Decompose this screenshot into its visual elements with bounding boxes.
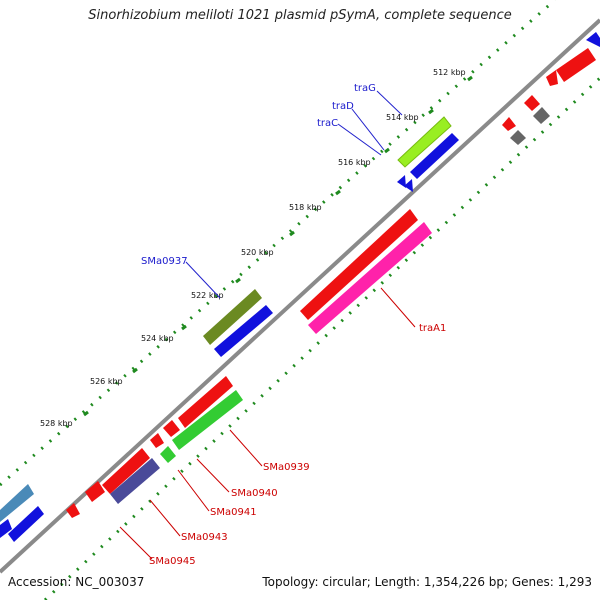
gene-feature-sma0938[interactable]: [214, 305, 273, 357]
gene-feature-red-b[interactable]: [163, 420, 180, 437]
tick-label: 528 kbp: [40, 419, 73, 428]
tick-label: 522 kbp: [191, 291, 224, 300]
map-title: Sinorhizobium meliloti 1021 plasmid pSym…: [88, 8, 512, 23]
gene-label-sma0939[interactable]: SMa0939: [263, 462, 310, 473]
gene-feature-tra-c2[interactable]: [404, 179, 413, 192]
gene-feature-steel[interactable]: [0, 484, 34, 522]
gene-feature-red-d[interactable]: [102, 448, 150, 494]
gene-label-tra-c[interactable]: traC: [317, 118, 338, 129]
gene-label-sma0941[interactable]: SMa0941: [210, 507, 257, 518]
inner-ruler: [43, 76, 600, 600]
gene-feature-red-a[interactable]: [178, 376, 233, 428]
gene-feature-red-c[interactable]: [150, 433, 164, 448]
gene-feature-tra-a1-red[interactable]: [300, 209, 418, 320]
tick-label: 512 kbp: [433, 68, 466, 77]
gene-feature-tra-g[interactable]: [397, 116, 452, 168]
genome-backbone: [0, 18, 600, 574]
gene-feature-blue-left[interactable]: [8, 506, 44, 542]
gene-label-sma0943[interactable]: SMa0943: [181, 532, 228, 543]
tick-label: 514 kbp: [386, 113, 419, 122]
upper-label-leaders: [185, 90, 403, 299]
gene-feature-blue-tr[interactable]: [586, 32, 600, 47]
gene-feature-sma0937[interactable]: [203, 289, 262, 345]
tick-label: 518 kbp: [289, 203, 322, 212]
gene-label-tra-d[interactable]: traD: [332, 101, 354, 112]
tick-label: 520 kbp: [241, 248, 274, 257]
tick-label: 524 kbp: [141, 334, 174, 343]
gene-feature-green-b[interactable]: [160, 446, 176, 463]
gene-feature-red-tr2[interactable]: [546, 70, 558, 86]
tick-label: 516 kbp: [338, 158, 371, 167]
gene-feature-red-f[interactable]: [66, 503, 80, 518]
gene-label-tra-a1[interactable]: traA1: [419, 323, 446, 334]
gene-feature-slate[interactable]: [110, 458, 160, 504]
gene-label-sma0937[interactable]: SMa0937: [141, 256, 188, 267]
gene-feature-green-a[interactable]: [172, 390, 243, 450]
major-ticks: [83, 75, 473, 417]
accession-label: Accession: NC_003037: [8, 575, 145, 589]
gene-feature-blue-edge[interactable]: [0, 519, 12, 538]
gene-feature-red-e[interactable]: [85, 481, 105, 502]
gene-feature-red-tr4[interactable]: [502, 117, 516, 131]
gene-feature-tra-c[interactable]: [397, 175, 406, 188]
gene-feature-tra-d[interactable]: [410, 133, 459, 179]
gene-label-sma0945[interactable]: SMa0945: [149, 556, 196, 567]
tick-label: 526 kbp: [90, 377, 123, 386]
gene-feature-red-tr3[interactable]: [524, 95, 540, 111]
outer-ruler: [0, 0, 556, 487]
topology-label: Topology: circular; Length: 1,354,226 bp…: [262, 575, 592, 589]
gene-feature-red-tr1[interactable]: [556, 48, 596, 82]
gene-feature-gray-tr1[interactable]: [533, 107, 550, 124]
gene-feature-gray-tr2[interactable]: [510, 130, 526, 145]
gene-label-sma0940[interactable]: SMa0940: [231, 488, 278, 499]
lower-label-leaders: [119, 287, 416, 560]
gene-label-tra-g[interactable]: traG: [354, 83, 376, 94]
gene-feature-tra-a1-pink[interactable]: [308, 222, 432, 334]
